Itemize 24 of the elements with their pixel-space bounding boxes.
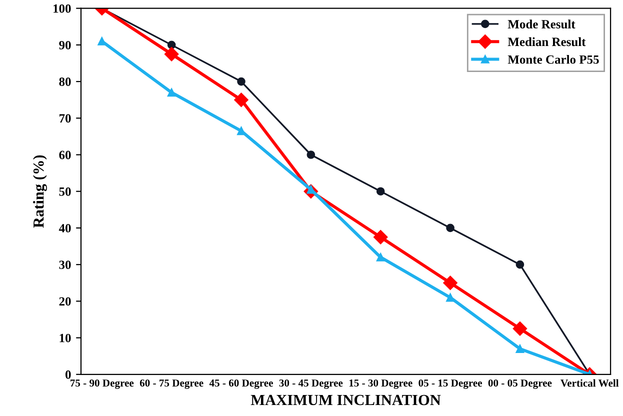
- y-tick-label: 60: [59, 150, 71, 160]
- x-tick-label: Vertical Well: [560, 379, 619, 387]
- x-tick-label: 00 - 05 Degree: [488, 379, 552, 389]
- y-tick-label: 70: [59, 114, 71, 123]
- legend-label: Monte Carlo P55: [508, 54, 599, 64]
- y-tick-label: 10: [60, 334, 71, 342]
- x-tick-label: 30 - 45 Degree: [279, 379, 343, 389]
- y-tick-label: 80: [59, 78, 71, 86]
- x-tick-label: 05 - 15 Degree: [418, 379, 482, 389]
- y-tick-label: 100: [54, 4, 71, 13]
- legend-label: Mode Result: [508, 20, 576, 28]
- y-tick-label: 40: [58, 224, 71, 232]
- y-tick-label: 90: [59, 40, 71, 50]
- y-tick-label: 30: [59, 260, 71, 270]
- y-tick-label: 50: [59, 187, 71, 196]
- x-tick-label: 75 - 90 Degree: [70, 379, 134, 389]
- x-tick-label: 45 - 60 Degree: [209, 379, 273, 389]
- y-tick-label: 20: [59, 297, 71, 306]
- x-tick-label: 60 - 75 Degree: [140, 379, 204, 389]
- x-axis-title: MAXIMUM INCLINATION: [250, 394, 441, 406]
- legend-label: Median Result: [508, 37, 586, 46]
- y-axis-title: Rating (%): [32, 155, 47, 228]
- y-tick-label: 0: [65, 370, 71, 379]
- x-tick-label: 15 - 30 Degree: [349, 379, 412, 389]
